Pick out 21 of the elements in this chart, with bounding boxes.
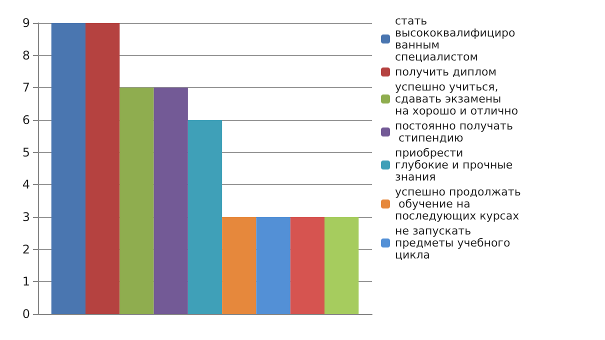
bar [154,88,188,314]
y-tick-label: 7 [22,80,30,95]
bar [222,217,256,314]
bar [86,23,120,314]
y-tick-label: 6 [22,113,30,127]
bar [256,217,290,314]
y-tick-label: 5 [22,145,30,160]
y-tick-label: 4 [22,178,30,192]
y-tick-label: 3 [22,210,30,224]
legend-label: получить диплом [395,66,497,78]
y-tick-label: 9 [22,16,30,30]
y-tick-label: 1 [22,274,30,289]
bar [290,217,324,314]
legend-label: не запускать предметы учебного цикла [395,224,514,262]
bar [51,23,86,314]
y-tick-label: 8 [22,48,30,62]
bar [188,120,222,314]
bar [324,217,359,314]
bar [120,88,154,314]
y-tick-label: 0 [22,307,30,321]
y-tick-label: 2 [22,242,30,256]
